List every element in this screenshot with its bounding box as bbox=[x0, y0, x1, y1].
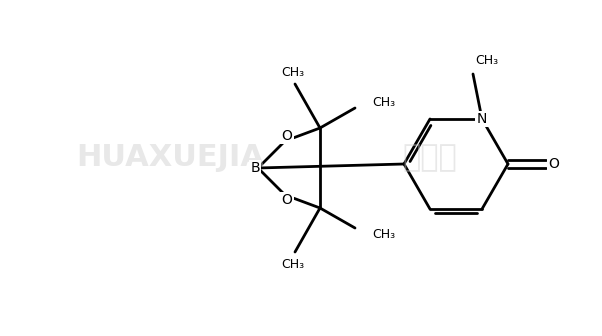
Text: CH₃: CH₃ bbox=[372, 95, 395, 109]
Text: CH₃: CH₃ bbox=[282, 66, 305, 79]
Text: O: O bbox=[548, 157, 559, 171]
Text: B: B bbox=[250, 161, 260, 175]
Text: O: O bbox=[282, 129, 293, 143]
Text: CH₃: CH₃ bbox=[476, 53, 498, 67]
Text: N: N bbox=[477, 112, 487, 126]
Text: O: O bbox=[282, 193, 293, 207]
Text: CH₃: CH₃ bbox=[372, 227, 395, 241]
Text: CH₃: CH₃ bbox=[282, 257, 305, 270]
Text: HUAXUEJIA: HUAXUEJIA bbox=[76, 143, 264, 172]
Text: 化学加: 化学加 bbox=[403, 143, 458, 172]
